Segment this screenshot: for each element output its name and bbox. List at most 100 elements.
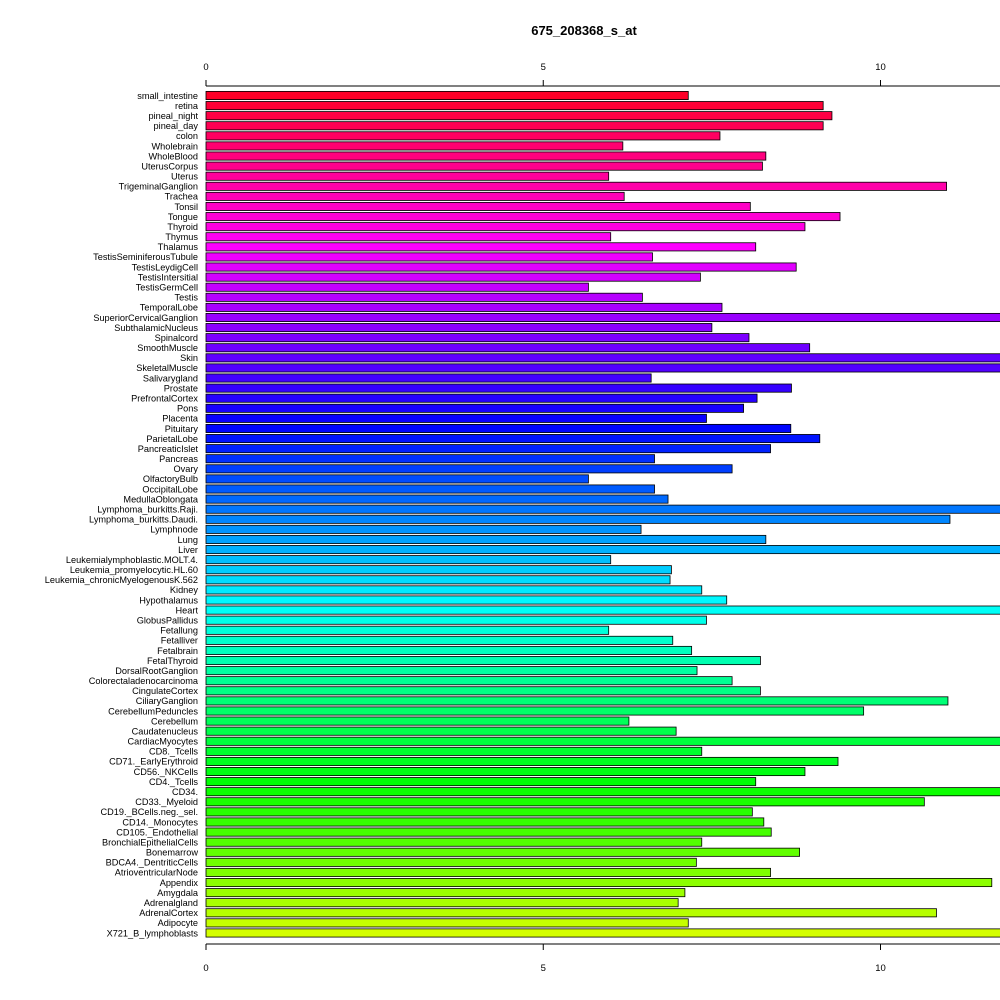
bar bbox=[205, 131, 721, 141]
bar bbox=[205, 767, 806, 777]
category-label: Adrenalgland bbox=[144, 898, 198, 908]
category-label: Salivarygland bbox=[143, 373, 198, 383]
category-label: WholeBlood bbox=[148, 151, 198, 161]
category-label: TemporalLobe bbox=[140, 303, 198, 313]
category-label: small_intestine bbox=[137, 91, 198, 101]
bar bbox=[205, 454, 655, 464]
category-label: Trachea bbox=[165, 192, 199, 202]
bar bbox=[205, 918, 689, 928]
bar bbox=[205, 585, 703, 595]
category-label: Lymphoma_burkitts.Raji. bbox=[97, 504, 198, 514]
category-label: SmoothMuscle bbox=[137, 343, 198, 353]
category-label: Pons bbox=[177, 404, 198, 414]
category-label: GlobusPallidus bbox=[137, 615, 199, 625]
bar bbox=[205, 262, 797, 272]
category-label: Uterus bbox=[171, 172, 198, 182]
bar bbox=[205, 545, 1000, 555]
category-label: Fetallung bbox=[160, 626, 198, 636]
category-label: ParietalLobe bbox=[146, 434, 198, 444]
category-label: Appendix bbox=[160, 878, 199, 888]
bar bbox=[205, 312, 1000, 322]
bar bbox=[205, 161, 763, 171]
bar bbox=[205, 101, 824, 111]
bar bbox=[205, 827, 772, 837]
category-label: SkeletalMuscle bbox=[136, 363, 198, 373]
category-labels: small_intestineretinapineal_nightpineal_… bbox=[45, 91, 199, 938]
category-label: TestisSeminiferousTubule bbox=[93, 252, 198, 262]
bar bbox=[205, 666, 698, 676]
category-label: Fetalbrain bbox=[157, 646, 198, 656]
top-x-axis: 05101520 bbox=[203, 62, 1000, 87]
category-label: Testis bbox=[175, 293, 199, 303]
bar bbox=[205, 232, 612, 242]
bar bbox=[205, 181, 948, 191]
category-label: Tonsil bbox=[175, 202, 199, 212]
category-label: DorsalRootGanglion bbox=[115, 666, 198, 676]
category-label: SubthalamicNucleus bbox=[114, 323, 198, 333]
category-label: pineal_night bbox=[148, 111, 198, 121]
bar bbox=[205, 413, 707, 423]
bar bbox=[205, 201, 751, 211]
category-label: CD14._Monocytes bbox=[122, 817, 198, 827]
bar bbox=[205, 282, 589, 292]
category-label: Leukemia_chronicMyelogenousK.562 bbox=[45, 575, 198, 585]
bar bbox=[205, 423, 792, 433]
category-label: Ovary bbox=[173, 464, 198, 474]
bar bbox=[205, 151, 767, 161]
bar bbox=[205, 252, 653, 262]
category-label: CiliaryGanglion bbox=[136, 696, 198, 706]
bottom-tick-label: 10 bbox=[875, 963, 886, 974]
bar bbox=[205, 242, 757, 252]
category-label: CingulateCortex bbox=[132, 686, 198, 696]
category-label: CD56._NKCells bbox=[134, 767, 199, 777]
category-label: Liver bbox=[178, 545, 198, 555]
category-label: Tongue bbox=[168, 212, 198, 222]
category-label: Skin bbox=[180, 353, 198, 363]
category-label: CD33._Myeloid bbox=[135, 797, 198, 807]
bar bbox=[205, 898, 679, 908]
category-label: CD34. bbox=[172, 787, 198, 797]
category-label: TestisLeydigCell bbox=[132, 262, 198, 272]
bar bbox=[205, 726, 677, 736]
bar bbox=[205, 807, 753, 817]
bar bbox=[205, 444, 771, 454]
category-label: Prostate bbox=[164, 383, 198, 393]
bar bbox=[205, 716, 630, 726]
bar bbox=[205, 484, 655, 494]
category-label: Placenta bbox=[162, 414, 199, 424]
category-label: TestisIntersitial bbox=[138, 272, 198, 282]
category-label: Wholebrain bbox=[152, 141, 198, 151]
category-label: Thymus bbox=[165, 232, 198, 242]
bar bbox=[205, 534, 767, 544]
category-label: Lymphnode bbox=[150, 525, 198, 535]
bar bbox=[205, 323, 713, 333]
bar bbox=[205, 373, 652, 383]
bar bbox=[205, 393, 758, 403]
bar bbox=[205, 847, 800, 857]
bar bbox=[205, 121, 824, 131]
bar bbox=[205, 343, 811, 353]
category-label: colon bbox=[176, 131, 198, 141]
bar bbox=[205, 383, 792, 393]
category-label: Pituitary bbox=[165, 424, 199, 434]
category-label: Caudatenucleus bbox=[132, 726, 199, 736]
bar bbox=[205, 797, 925, 807]
bar bbox=[205, 837, 703, 847]
bar bbox=[205, 686, 761, 696]
bar bbox=[205, 474, 589, 484]
category-label: CD8._Tcells bbox=[149, 747, 198, 757]
category-label: Thalamus bbox=[158, 242, 199, 252]
bar bbox=[205, 191, 625, 201]
bar bbox=[205, 857, 697, 867]
bar bbox=[205, 756, 839, 766]
category-label: CD105._Endothelial bbox=[116, 827, 198, 837]
bar bbox=[205, 928, 1000, 938]
category-label: Colorectaladenocarcinoma bbox=[89, 676, 199, 686]
bar bbox=[205, 514, 951, 524]
category-label: PancreaticIslet bbox=[138, 444, 199, 454]
bar bbox=[205, 333, 750, 343]
bar bbox=[205, 787, 1000, 797]
bar bbox=[205, 615, 707, 625]
category-label: Kidney bbox=[170, 585, 198, 595]
